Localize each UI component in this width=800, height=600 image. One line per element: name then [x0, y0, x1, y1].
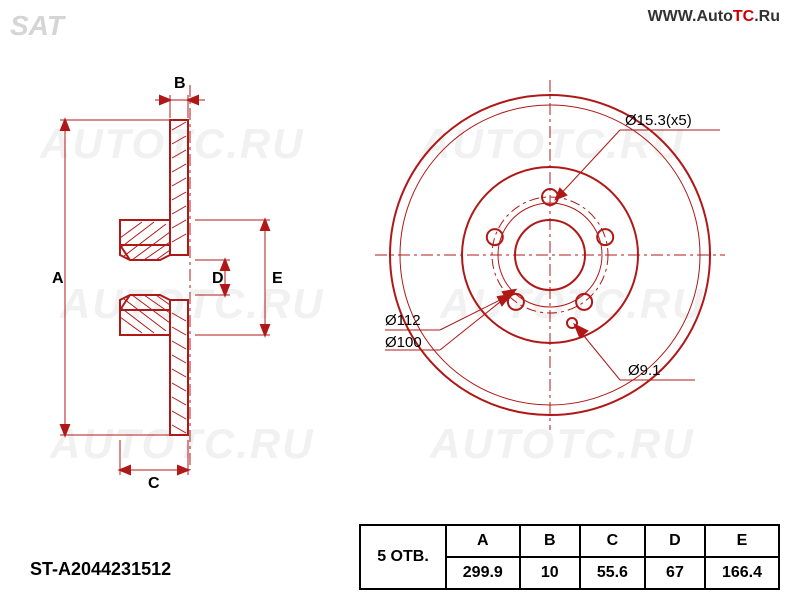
col-e: E [705, 525, 779, 557]
url-suffix: .Ru [754, 8, 780, 25]
dim-label-e: E [272, 270, 283, 287]
col-d: D [645, 525, 705, 557]
url-tc: TC [733, 8, 754, 25]
callout-inner: Ø100 [385, 334, 422, 351]
dim-label-c: C [148, 475, 160, 492]
callout-sensor: Ø9.1 [628, 362, 661, 379]
site-url: WWW.AutoTC.Ru [648, 8, 780, 26]
val-c: 55.6 [580, 557, 645, 589]
val-a: 299.9 [446, 557, 520, 589]
val-d: 67 [645, 557, 705, 589]
val-e: 166.4 [705, 557, 779, 589]
dim-label-a: A [52, 270, 64, 287]
col-a: A [446, 525, 520, 557]
dim-label-d: D [212, 270, 224, 287]
holes-count: 5 ОТВ. [360, 525, 446, 589]
dim-label-b: B [174, 75, 186, 92]
part-number: ST-A2044231512 [30, 559, 171, 580]
col-c: C [580, 525, 645, 557]
callout-pcd: Ø112 [385, 312, 421, 329]
url-prefix: WWW. [648, 8, 697, 25]
col-b: B [520, 525, 580, 557]
callout-bolt-holes: Ø15.3(x5) [625, 112, 692, 129]
technical-drawing: A B C D [0, 30, 800, 510]
url-auto: Auto [696, 8, 732, 25]
dimension-table: 5 ОТВ. A B C D E 299.9 10 55.6 67 166.4 [359, 524, 780, 590]
val-b: 10 [520, 557, 580, 589]
